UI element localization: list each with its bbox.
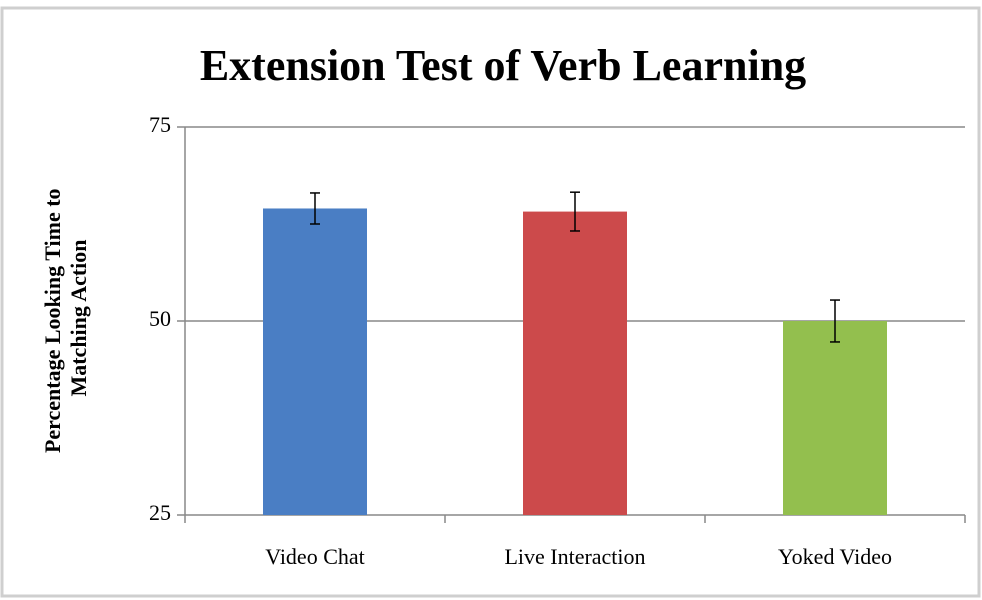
x-tick-label: Yoked Video [778, 544, 892, 569]
y-tick-label: 25 [149, 500, 171, 525]
y-axis-label-line: Percentage Looking Time to [40, 188, 65, 453]
x-tick-label: Video Chat [265, 544, 365, 569]
y-axis-label-line: Matching Action [66, 239, 91, 396]
bar [783, 321, 887, 515]
error-bar [830, 299, 840, 343]
y-tick-label: 50 [149, 306, 171, 331]
y-tick-label: 75 [149, 112, 171, 137]
y-axis-label: Percentage Looking Time to Matching Acti… [40, 183, 91, 453]
error-bar [570, 191, 580, 232]
x-tick-label: Live Interaction [504, 544, 645, 569]
bar [263, 208, 367, 516]
chart-title: Extension Test of Verb Learning [200, 41, 806, 90]
bar [523, 211, 627, 516]
error-bar [310, 192, 320, 225]
